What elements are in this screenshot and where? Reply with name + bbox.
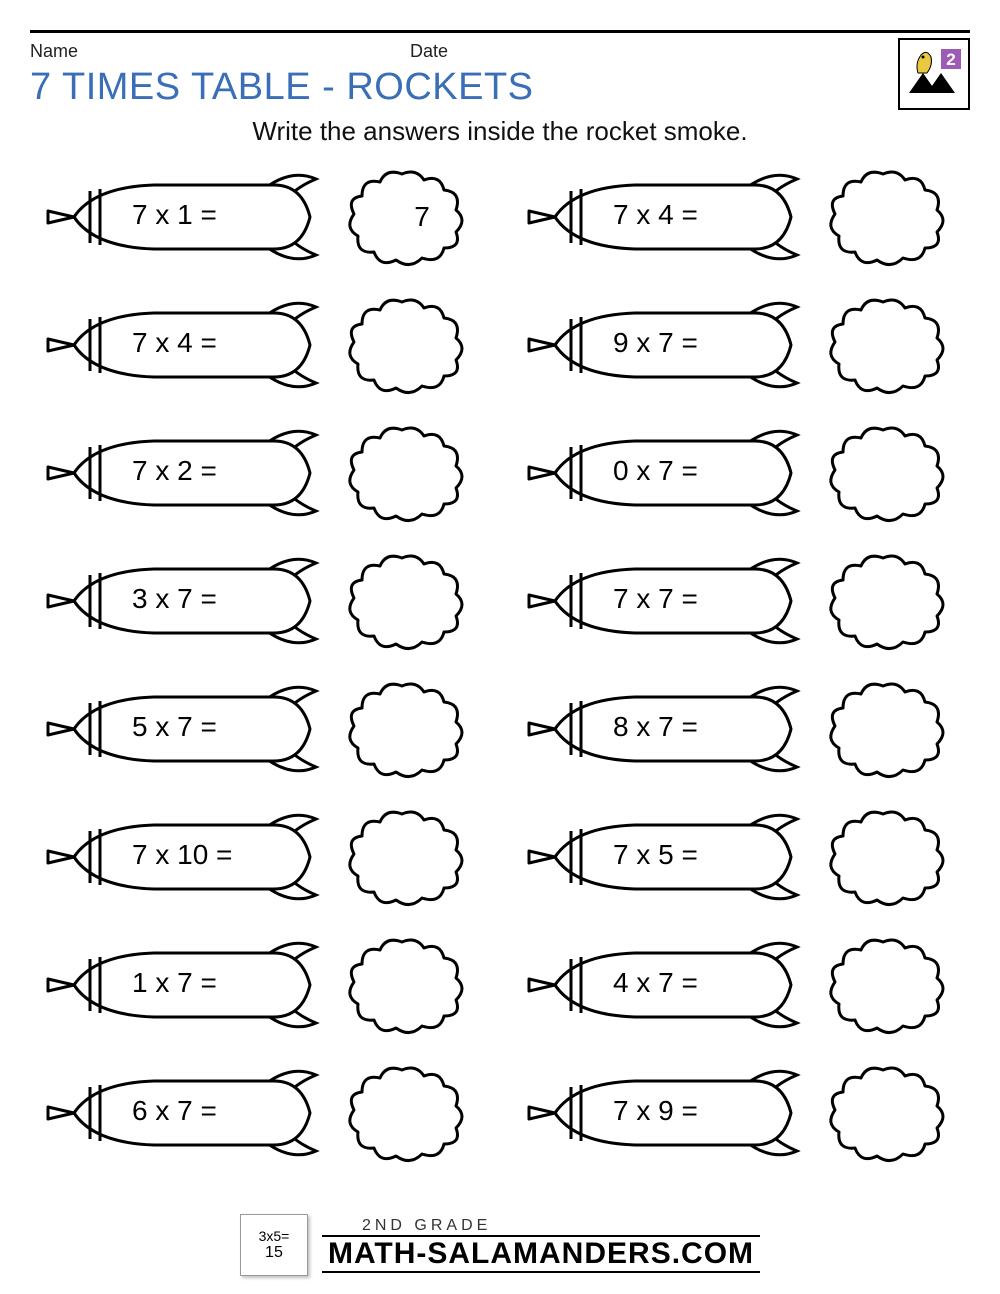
rocket-row: 0 x 7 =: [515, 417, 966, 529]
smoke-cloud-icon: [340, 292, 470, 398]
top-rule: [30, 30, 970, 33]
rocket-row: 7 x 10 =: [34, 801, 485, 913]
smoke-cloud-icon: [821, 292, 951, 398]
smoke-cloud-icon: [340, 420, 470, 526]
smoke-cloud-icon: [821, 932, 951, 1038]
smoke-cloud-icon: [340, 804, 470, 910]
problem-text: 7 x 1 =: [132, 199, 217, 231]
header-row: Name Date: [30, 41, 970, 62]
problem-text: 7 x 10 =: [132, 839, 232, 871]
problem-text: 0 x 7 =: [613, 455, 698, 487]
rocket-row: 7 x 2 =: [34, 417, 485, 529]
worksheet-page: Name Date 7 TIMES TABLE - ROCKETS 2 Writ…: [0, 0, 1000, 1294]
rocket-row: 7 x 7 =: [515, 545, 966, 657]
smoke-cloud-icon: [821, 548, 951, 654]
footer-site-text: MATH-SALAMANDERS.COM: [322, 1235, 760, 1273]
page-title: 7 TIMES TABLE - ROCKETS: [30, 66, 534, 109]
smoke-cloud-icon: [340, 1060, 470, 1166]
problem-text: 4 x 7 =: [613, 967, 698, 999]
title-row: 7 TIMES TABLE - ROCKETS 2: [30, 66, 970, 110]
smoke-cloud-icon: [821, 804, 951, 910]
name-label: Name: [30, 41, 410, 62]
rocket-row: 7 x 5 =: [515, 801, 966, 913]
salamander-logo-icon: 2: [903, 43, 965, 105]
date-label: Date: [410, 41, 610, 62]
rocket-row: 3 x 7 =: [34, 545, 485, 657]
rocket-row: 5 x 7 =: [34, 673, 485, 785]
rocket-row: 7 x 4 =: [515, 161, 966, 273]
rocket-row: 6 x 7 =: [34, 1057, 485, 1169]
footer-grade-text: 2ND GRADE: [362, 1217, 760, 1235]
smoke-cloud-icon: [821, 676, 951, 782]
grade-badge: 2: [898, 38, 970, 110]
smoke-cloud-icon: [340, 676, 470, 782]
smoke-cloud-icon: [821, 1060, 951, 1166]
problem-text: 6 x 7 =: [132, 1095, 217, 1127]
instruction-text: Write the answers inside the rocket smok…: [30, 116, 970, 147]
problem-text: 9 x 7 =: [613, 327, 698, 359]
footer-card-answer: 15: [265, 1244, 283, 1262]
problem-text: 3 x 7 =: [132, 583, 217, 615]
problems-grid: 7 x 1 = 7 7 x 4 = 7 x 4 = 9 x 7 =: [30, 161, 970, 1169]
problem-text: 5 x 7 =: [132, 711, 217, 743]
footer-flashcard-icon: 3x5= 15: [240, 1214, 308, 1276]
problem-text: 8 x 7 =: [613, 711, 698, 743]
footer: 3x5= 15 2ND GRADE MATH-SALAMANDERS.COM: [0, 1214, 1000, 1276]
rocket-row: 7 x 4 =: [34, 289, 485, 401]
problem-text: 7 x 7 =: [613, 583, 698, 615]
smoke-cloud-icon: [340, 932, 470, 1038]
problem-text: 7 x 4 =: [132, 327, 217, 359]
problem-text: 7 x 5 =: [613, 839, 698, 871]
answer-text[interactable]: 7: [392, 201, 452, 233]
rocket-row: 9 x 7 =: [515, 289, 966, 401]
problem-text: 7 x 9 =: [613, 1095, 698, 1127]
problem-text: 7 x 4 =: [613, 199, 698, 231]
problem-text: 7 x 2 =: [132, 455, 217, 487]
rocket-row: 8 x 7 =: [515, 673, 966, 785]
smoke-cloud-icon: [821, 420, 951, 526]
problem-text: 1 x 7 =: [132, 967, 217, 999]
rocket-row: 7 x 9 =: [515, 1057, 966, 1169]
footer-text: 2ND GRADE MATH-SALAMANDERS.COM: [322, 1217, 760, 1273]
smoke-cloud-icon: [821, 164, 951, 270]
grade-number: 2: [946, 50, 955, 69]
rocket-row: 4 x 7 =: [515, 929, 966, 1041]
footer-card-equation: 3x5=: [259, 1229, 290, 1244]
smoke-cloud-icon: [340, 548, 470, 654]
rocket-row: 1 x 7 =: [34, 929, 485, 1041]
rocket-row: 7 x 1 = 7: [34, 161, 485, 273]
